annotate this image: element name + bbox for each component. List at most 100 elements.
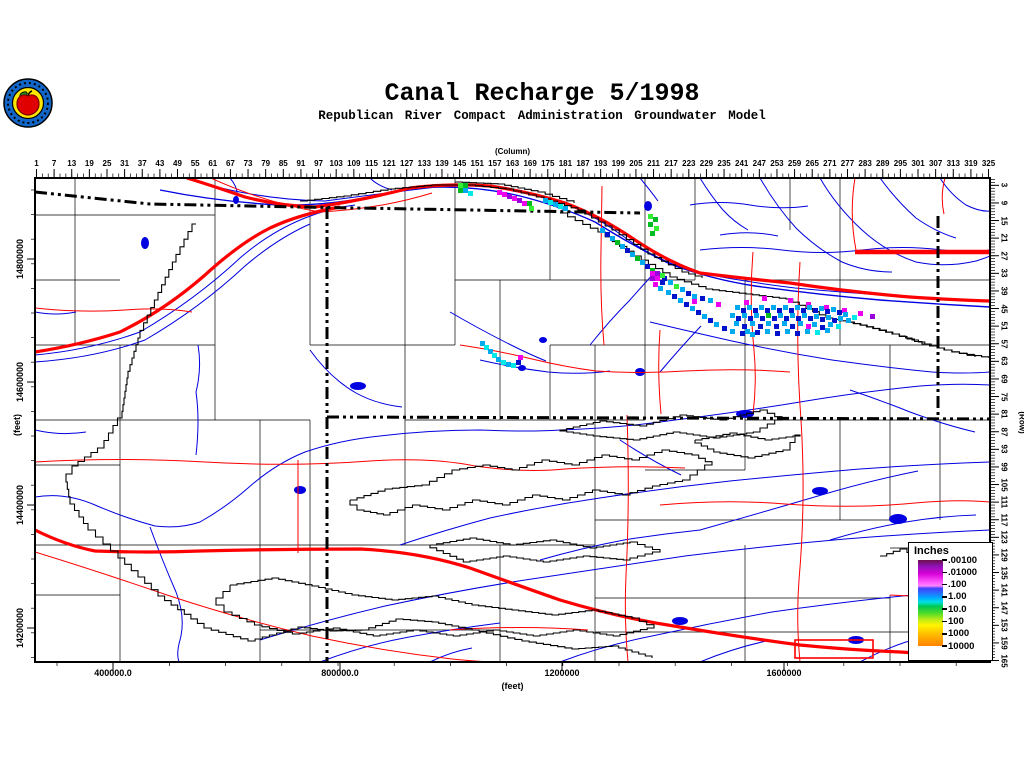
- river-path: [369, 178, 393, 191]
- river-path: [479, 359, 611, 374]
- recharge-cell: [734, 321, 739, 326]
- model-boundary: [65, 223, 653, 658]
- recharge-cell: [517, 198, 522, 203]
- highway-path: [186, 178, 990, 303]
- river-path: [939, 178, 990, 212]
- recharge-cell: [463, 183, 468, 188]
- recharge-cell: [828, 322, 833, 327]
- recharge-cell: [708, 318, 713, 323]
- recharge-cell: [506, 362, 511, 367]
- column-tick-label: 253: [770, 159, 784, 168]
- recharge-cell: [789, 308, 794, 313]
- river-path: [659, 325, 702, 373]
- recharge-cell: [837, 310, 842, 315]
- recharge-cell: [812, 322, 817, 327]
- recharge-cell: [801, 308, 806, 313]
- column-tick-label: 145: [452, 159, 467, 168]
- legend-box: Inches .00100.01000.100 1.00 10.0 100 1000 10…: [908, 542, 993, 661]
- recharge-cell: [742, 324, 747, 329]
- river-path: [35, 429, 561, 528]
- recharge-cell: [766, 321, 771, 326]
- column-tick-label: 133: [417, 159, 432, 168]
- apple-icon: [16, 90, 40, 116]
- recharge-cell: [716, 302, 721, 307]
- recharge-cell: [488, 349, 493, 354]
- column-tick-label: 157: [488, 159, 502, 168]
- river-path: [195, 344, 201, 456]
- legend-entry: .01000: [942, 567, 977, 578]
- recharge-cell: [808, 316, 813, 321]
- legend-entry: .00100: [942, 555, 977, 566]
- column-tick-label: 7: [51, 159, 57, 168]
- column-tick-label: 37: [137, 159, 147, 168]
- recharge-cell: [600, 228, 605, 233]
- legend-entry: 10000: [942, 641, 974, 652]
- recharge-cell: [744, 300, 749, 305]
- state-line: [326, 415, 990, 421]
- recharge-cell: [753, 308, 758, 313]
- column-tick-label: 31: [120, 159, 130, 168]
- recharge-cell: [846, 318, 851, 323]
- recharge-cell: [660, 280, 665, 285]
- recharge-cell: [658, 286, 663, 291]
- river-path: [259, 529, 990, 641]
- recharge-cell: [650, 276, 655, 281]
- river-path: [589, 270, 657, 346]
- recharge-cell: [558, 204, 563, 209]
- recharge-cell: [672, 294, 677, 299]
- column-tick-label: 85: [278, 159, 288, 168]
- legend-entry: 1000: [942, 628, 969, 639]
- road-path: [941, 178, 946, 215]
- highway-path: [35, 528, 990, 658]
- recharge-cell: [740, 331, 745, 336]
- recharge-cell: [858, 311, 863, 316]
- recharge-cells-layer: [458, 183, 875, 368]
- recharge-cell: [507, 194, 512, 199]
- model-boundary: [429, 537, 661, 563]
- recharge-cell: [782, 321, 787, 326]
- column-tick-label: 235: [717, 159, 731, 168]
- recharge-cell: [714, 322, 719, 327]
- recharge-cell: [745, 329, 750, 334]
- column-tick-label: 97: [314, 159, 323, 168]
- recharge-cell: [771, 305, 776, 310]
- recharge-cell: [702, 314, 707, 319]
- recharge-cell: [708, 298, 713, 303]
- recharge-cell: [798, 321, 803, 326]
- recharge-cell: [655, 276, 660, 281]
- column-tick-label: 247: [752, 159, 767, 168]
- recharge-cell: [516, 360, 521, 365]
- recharge-cell: [680, 287, 685, 292]
- recharge-cell: [518, 355, 523, 360]
- recharge-cell: [825, 328, 830, 333]
- river-path: [35, 223, 311, 363]
- river-path: [619, 439, 682, 476]
- recharge-cell: [836, 324, 841, 329]
- column-tick-label: 295: [893, 159, 908, 168]
- recharge-cell: [814, 314, 819, 319]
- recharge-cell: [548, 200, 553, 205]
- column-tick-label: 121: [382, 159, 396, 168]
- river-path: [204, 183, 990, 302]
- legend-entry: .100: [942, 579, 967, 590]
- recharge-cell: [458, 188, 463, 193]
- column-tick-label: 103: [329, 159, 343, 168]
- recharge-cell: [640, 260, 645, 265]
- recharge-cell: [502, 192, 507, 197]
- recharge-cell: [620, 244, 625, 249]
- recharge-cell: [832, 318, 837, 323]
- column-tick-label: 205: [629, 159, 643, 168]
- column-tick-label: 193: [593, 159, 608, 168]
- road-path: [659, 500, 990, 507]
- recharge-cell: [820, 317, 825, 322]
- rivers-layer: [35, 178, 990, 662]
- legend-entry: 1.00: [942, 591, 967, 602]
- agency-seal-logo: [3, 78, 53, 128]
- recharge-cell: [852, 315, 857, 320]
- recharge-cell: [730, 313, 735, 318]
- recharge-cell: [653, 282, 658, 287]
- easting-tick-label: 400000.0: [94, 668, 132, 678]
- legend-entry: 10.0: [942, 604, 967, 615]
- recharge-cell: [674, 284, 679, 289]
